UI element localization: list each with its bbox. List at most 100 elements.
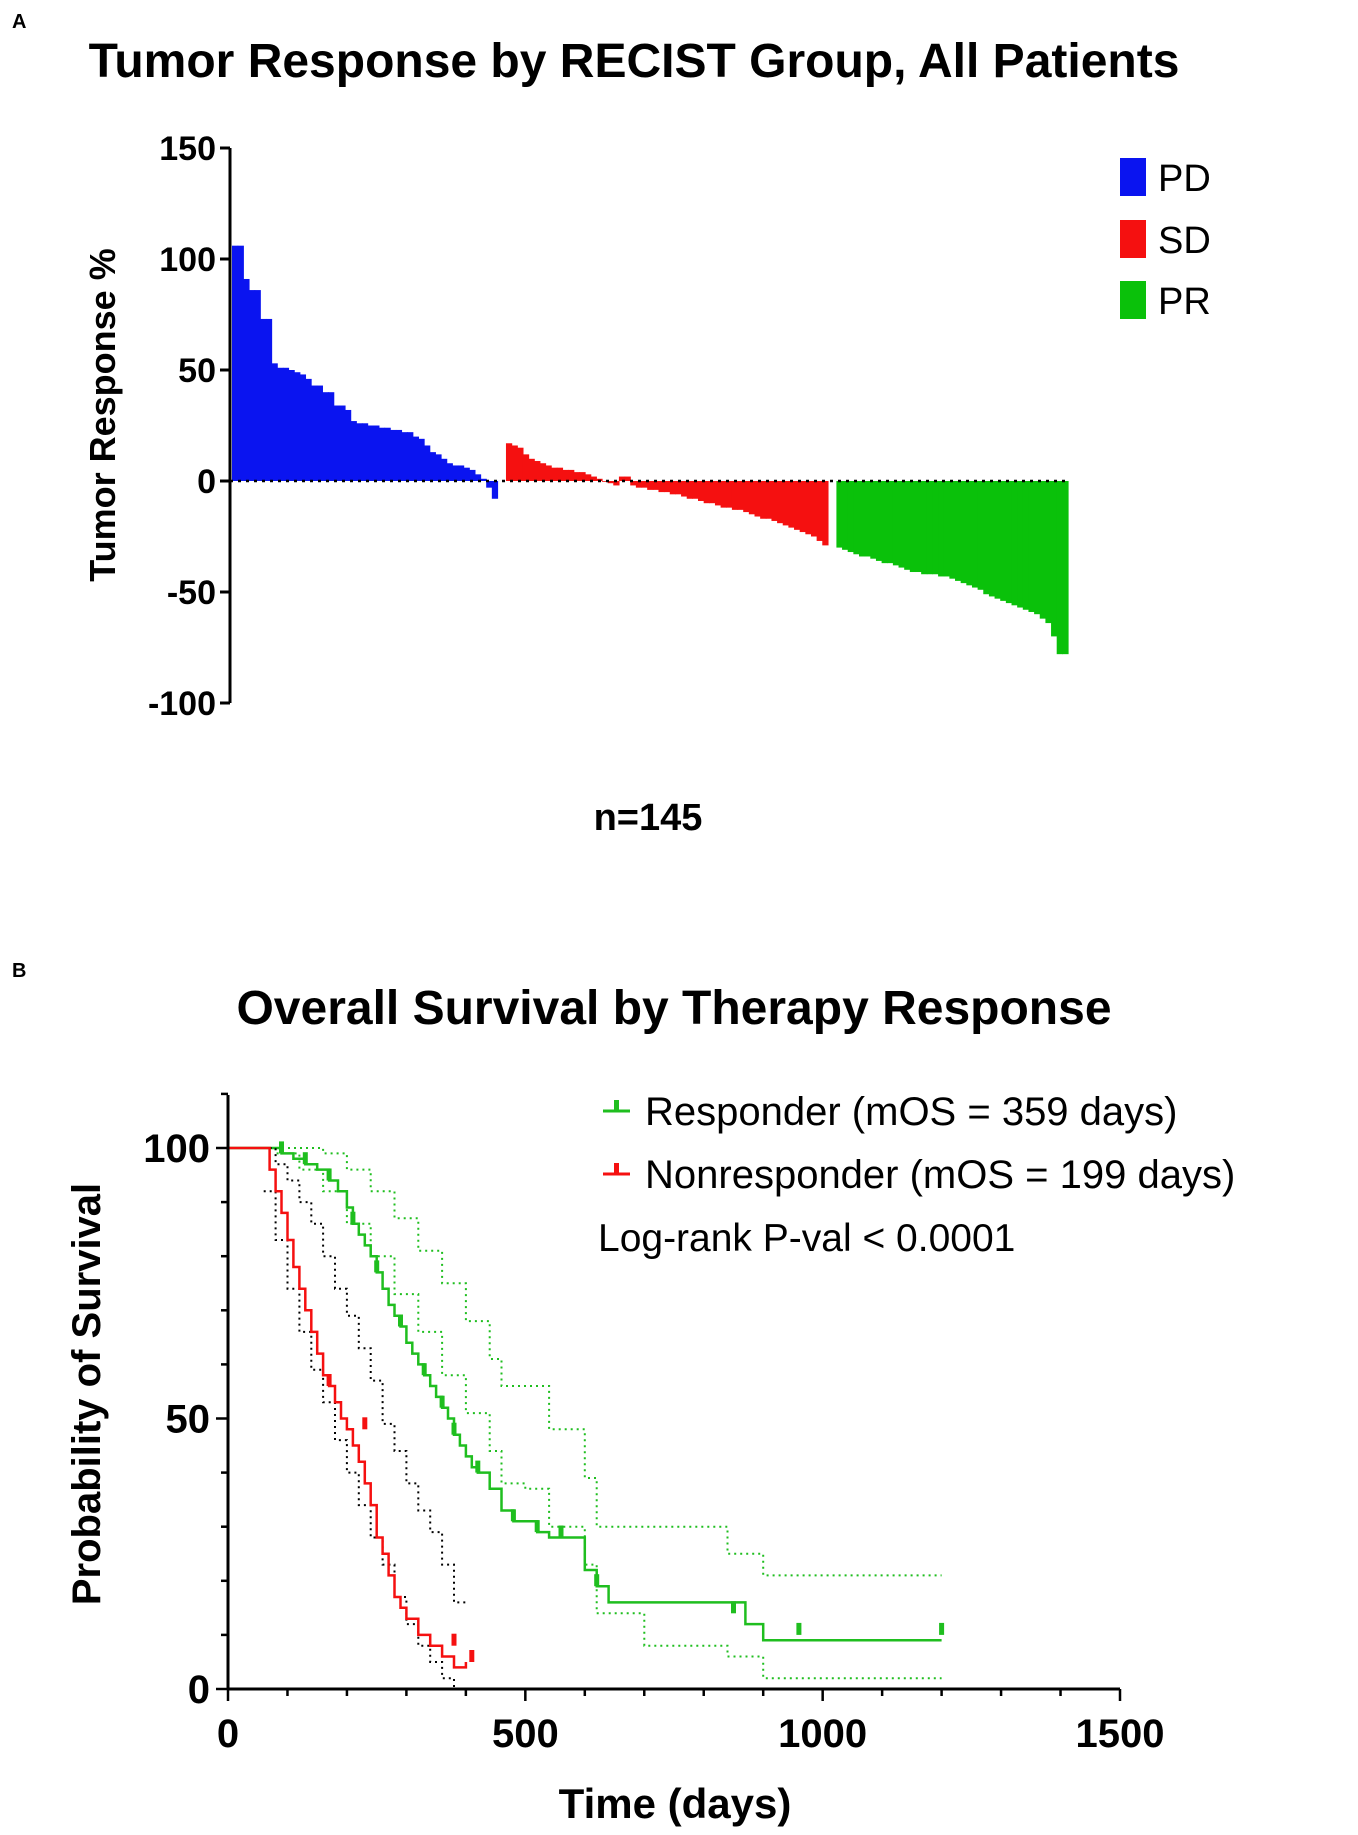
bar-pr-8 bbox=[881, 481, 888, 564]
bar-pd-46 bbox=[491, 481, 499, 499]
bar-pr-18 bbox=[938, 481, 945, 577]
bar-pd-43 bbox=[474, 474, 482, 481]
responder-censor-7 bbox=[439, 1395, 445, 1408]
bar-pr-3 bbox=[853, 481, 860, 555]
bar-sd-52 bbox=[799, 481, 806, 533]
bar-sd-21 bbox=[624, 476, 631, 481]
bar-sd-25 bbox=[647, 481, 654, 490]
x-tick-label-3: 1500 bbox=[1076, 1712, 1165, 1756]
bar-pd-4 bbox=[254, 290, 261, 481]
nonresponder-ci-lower bbox=[263, 1190, 455, 1689]
bar-sd-42 bbox=[743, 481, 750, 513]
chart-a-xlabel: n=145 bbox=[594, 797, 703, 839]
bar-pr-23 bbox=[966, 481, 973, 586]
bar-sd-31 bbox=[681, 481, 688, 497]
responder-censor-4 bbox=[374, 1260, 380, 1273]
bar-pr-39 bbox=[1056, 481, 1063, 655]
bar-sd-8 bbox=[551, 467, 558, 481]
bar-pr-17 bbox=[932, 481, 939, 575]
responder-censor-14 bbox=[731, 1601, 736, 1614]
legend: Responder (mOS = 359 days) Nonresponder (… bbox=[603, 1090, 1235, 1197]
bar-pr-35 bbox=[1034, 481, 1041, 615]
chart-a-title: Tumor Response by RECIST Group, All Pati… bbox=[89, 35, 1180, 88]
y-tick-label-0: 150 bbox=[159, 130, 216, 168]
bar-sd-49 bbox=[782, 481, 789, 526]
bar-pd-44 bbox=[480, 478, 487, 481]
bar-sd-9 bbox=[556, 467, 564, 481]
x-tick-label-0: 0 bbox=[217, 1712, 239, 1756]
nonresponder-censor-1 bbox=[362, 1417, 368, 1430]
bar-sd-34 bbox=[698, 481, 705, 501]
bar-sd-12 bbox=[573, 472, 580, 481]
bar-pr-1 bbox=[842, 481, 849, 550]
nonresponder-ci-upper bbox=[263, 1147, 466, 1604]
bar-pr-26 bbox=[983, 481, 990, 595]
bar-pd-32 bbox=[412, 436, 420, 481]
bar-sd-51 bbox=[794, 481, 801, 530]
responder-censor-0 bbox=[279, 1141, 284, 1154]
bar-pd-10 bbox=[288, 370, 295, 481]
legend-tick-nonresponder bbox=[614, 1163, 619, 1174]
nonresponder-censor-0 bbox=[326, 1374, 332, 1386]
bar-pr-34 bbox=[1028, 481, 1035, 612]
responder-censor-6 bbox=[421, 1363, 427, 1376]
legend-label-sd: SD bbox=[1158, 220, 1211, 262]
bar-sd-46 bbox=[765, 481, 773, 519]
bar-pd-7 bbox=[271, 363, 278, 481]
bar-sd-26 bbox=[652, 481, 660, 490]
bar-pd-9 bbox=[282, 367, 290, 481]
bar-sd-41 bbox=[737, 481, 744, 510]
bar-sd-14 bbox=[585, 474, 592, 481]
bar-pd-24 bbox=[367, 425, 374, 481]
bar-pd-14 bbox=[311, 385, 318, 481]
bar-pr-22 bbox=[960, 481, 967, 584]
bar-pd-27 bbox=[384, 427, 391, 481]
bar-pd-2 bbox=[243, 278, 250, 481]
bar-pr-7 bbox=[875, 481, 883, 561]
bar-sd-10 bbox=[562, 469, 569, 481]
responder-ci-upper bbox=[228, 1147, 942, 1577]
bar-sd-27 bbox=[658, 481, 665, 493]
x-tick-label-2: 1000 bbox=[778, 1712, 867, 1756]
bar-sd-23 bbox=[635, 481, 643, 488]
tumor-response-chart: 150 100 50 0 -50 -100 PD SD PR bbox=[148, 130, 1211, 723]
bar-sd-3 bbox=[522, 454, 530, 481]
responder-censor-11 bbox=[534, 1520, 540, 1533]
bar-pr-0 bbox=[836, 481, 843, 548]
bar-pr-27 bbox=[988, 481, 996, 597]
bar-sd-30 bbox=[675, 481, 682, 495]
bar-pr-5 bbox=[864, 481, 871, 557]
bar-pr-4 bbox=[859, 481, 866, 557]
bar-pr-20 bbox=[949, 481, 956, 579]
bar-pd-8 bbox=[277, 367, 284, 481]
bar-pd-3 bbox=[248, 290, 256, 481]
bar-pd-37 bbox=[441, 458, 448, 481]
bar-sd-5 bbox=[534, 461, 541, 481]
bar-pd-12 bbox=[299, 374, 307, 481]
bar-sd-6 bbox=[539, 463, 547, 481]
bar-pr-16 bbox=[926, 481, 934, 575]
chart-a-ylabel: Tumor Response % bbox=[82, 248, 123, 581]
responder-censor-8 bbox=[451, 1422, 457, 1435]
bar-sd-35 bbox=[703, 481, 710, 504]
bar-pd-45 bbox=[486, 481, 493, 488]
bar-pd-1 bbox=[237, 245, 244, 481]
y-tick-label-3: 0 bbox=[197, 463, 216, 501]
bar-sd-56 bbox=[822, 481, 829, 546]
bar-sd-7 bbox=[545, 465, 552, 481]
responder-censor-16 bbox=[939, 1622, 945, 1635]
bar-sd-33 bbox=[692, 481, 699, 499]
bar-pd-38 bbox=[446, 463, 453, 481]
legend-label-pr: PR bbox=[1158, 281, 1211, 323]
bar-sd-17 bbox=[601, 481, 609, 482]
bar-pr-2 bbox=[847, 481, 854, 553]
bar-pr-13 bbox=[909, 481, 917, 573]
bar-pr-24 bbox=[971, 481, 979, 588]
responder-ci-lower bbox=[228, 1147, 942, 1680]
bar-pd-30 bbox=[401, 432, 408, 481]
bar-sd-13 bbox=[579, 472, 586, 481]
bar-pd-26 bbox=[378, 427, 386, 481]
legend-label-responder: Responder (mOS = 359 days) bbox=[645, 1090, 1177, 1134]
